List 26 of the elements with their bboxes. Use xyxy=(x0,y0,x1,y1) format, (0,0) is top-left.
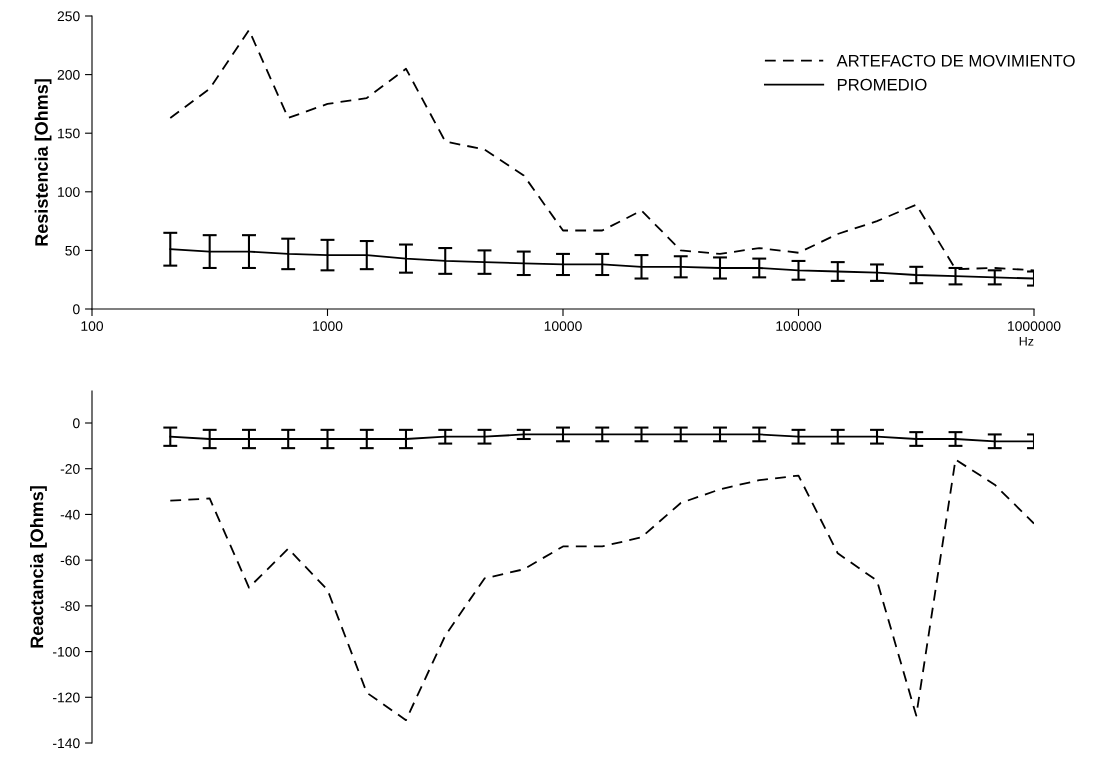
y-tick-label: -60 xyxy=(60,555,80,566)
y-axis-title: Reactancia [Ohms] xyxy=(30,486,47,648)
y-tick-label: -140 xyxy=(53,738,80,749)
y-axis-title: Resistencia [Ohms] xyxy=(34,79,52,246)
y-tick-label: 150 xyxy=(58,128,80,139)
x-tick-label: 100000 xyxy=(776,321,822,332)
x-tick-label: 1000 xyxy=(313,321,343,332)
x-tick-label: 1000000 xyxy=(1008,321,1061,332)
x-tick-label: 10000 xyxy=(544,321,582,332)
y-tick-label: 250 xyxy=(57,11,80,22)
y-tick-label: -120 xyxy=(53,692,80,703)
y-tick-label: 50 xyxy=(65,245,80,256)
y-tick-label: 0 xyxy=(73,304,80,315)
legend-label: ARTEFACTO DE MOVIMIENTO xyxy=(836,54,1075,67)
y-tick-label: -40 xyxy=(60,509,80,520)
y-tick-label: -20 xyxy=(60,464,80,474)
y-tick-label: -80 xyxy=(60,601,80,612)
y-tick-label: 0 xyxy=(73,418,80,429)
x-axis-title: Hz xyxy=(1019,336,1034,346)
y-tick-label: 100 xyxy=(58,187,80,197)
y-tick-label: -100 xyxy=(53,646,80,657)
x-tick-label: 100 xyxy=(81,321,104,332)
line-series xyxy=(169,433,1034,443)
y-tick-label: 200 xyxy=(57,69,80,80)
legend-label: PROMEDIO xyxy=(837,78,927,91)
line-series xyxy=(169,458,1034,722)
